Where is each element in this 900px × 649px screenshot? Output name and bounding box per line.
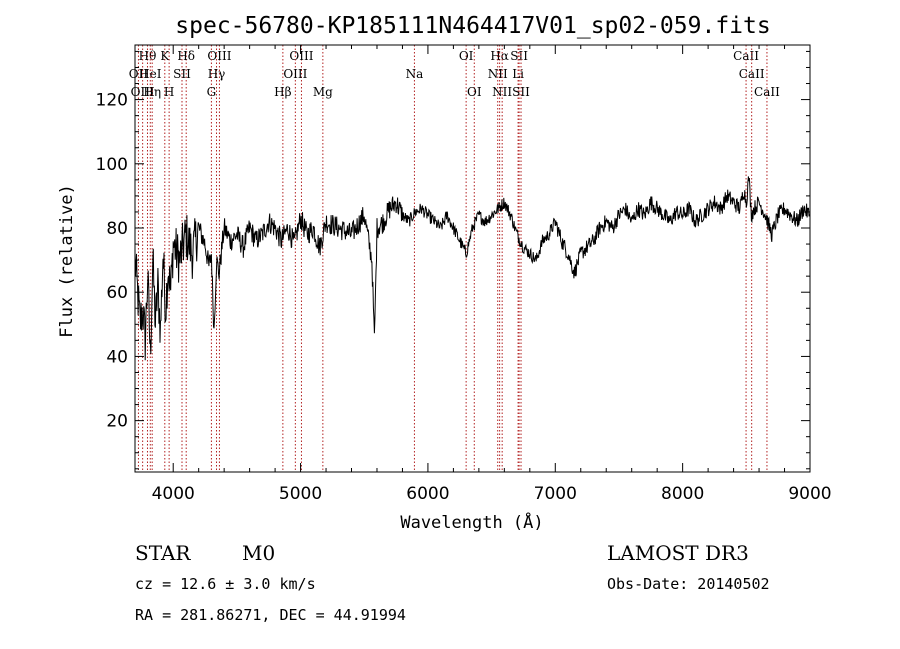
line-label: Hδ <box>177 49 195 63</box>
y-tick-label: 20 <box>106 412 128 432</box>
line-label: Hθ <box>139 49 157 63</box>
spectrum-line <box>134 176 811 361</box>
x-tick-label: 8000 <box>661 484 704 504</box>
line-label: H <box>164 85 174 99</box>
y-tick-label: 60 <box>106 283 128 303</box>
spectrum-trace <box>134 176 811 361</box>
line-label: OIII <box>207 49 231 63</box>
line-label: Li <box>512 67 524 81</box>
line-label: SII <box>173 67 191 81</box>
line-label: OIII <box>283 67 307 81</box>
line-label: NII <box>488 67 508 81</box>
line-label: OII <box>129 67 149 81</box>
x-tick-label: 6000 <box>406 484 449 504</box>
line-label: Hγ <box>208 67 226 81</box>
object-subclass: M0 <box>242 541 275 565</box>
line-label: OIII <box>289 49 313 63</box>
line-label: SII <box>512 85 530 99</box>
line-label: CaII <box>733 49 759 63</box>
y-tick-label: 80 <box>106 219 128 239</box>
line-label: Hβ <box>274 85 291 99</box>
line-label: NII <box>492 85 512 99</box>
y-tick-label: 40 <box>106 347 128 367</box>
y-tick-label: 120 <box>96 91 128 111</box>
obs-date: Obs-Date: 20140502 <box>607 575 770 593</box>
line-label: HeI <box>139 67 162 81</box>
survey-name: LAMOST DR3 <box>607 541 749 565</box>
line-label: OIII <box>131 85 155 99</box>
chart-title: spec-56780-KP185111N464417V01_sp02-059.f… <box>175 13 770 39</box>
line-label: CaII <box>739 67 765 81</box>
line-label: OI <box>459 49 474 63</box>
plot-frame <box>134 44 811 473</box>
x-tick-label: 7000 <box>534 484 577 504</box>
y-axis-label: Flux (relative) <box>57 184 77 338</box>
line-label: Na <box>406 67 424 81</box>
x-tick-label: 5000 <box>279 484 322 504</box>
axis-ticks: 4000 5000 6000 7000 8000 9000 20 40 60 80 100 120 <box>96 45 832 504</box>
redshift-value: cz = 12.6 ± 3.0 km/s <box>135 575 316 593</box>
x-axis-label: Wavelength (Å) <box>400 511 543 533</box>
x-tick-label: 4000 <box>152 484 195 504</box>
line-label: Hα <box>490 49 509 63</box>
line-label: G <box>207 85 217 99</box>
line-label: SII <box>510 49 528 63</box>
y-tick-label: 100 <box>96 155 128 175</box>
line-label: Mg <box>313 85 333 99</box>
line-label: K <box>160 49 170 63</box>
object-class: STAR <box>135 541 191 565</box>
line-label: CaII <box>754 85 780 99</box>
x-tick-label: 9000 <box>788 484 831 504</box>
line-label: Hη <box>143 85 161 99</box>
line-label: OI <box>467 85 482 99</box>
coordinates: RA = 281.86271, DEC = 44.91994 <box>135 606 406 624</box>
